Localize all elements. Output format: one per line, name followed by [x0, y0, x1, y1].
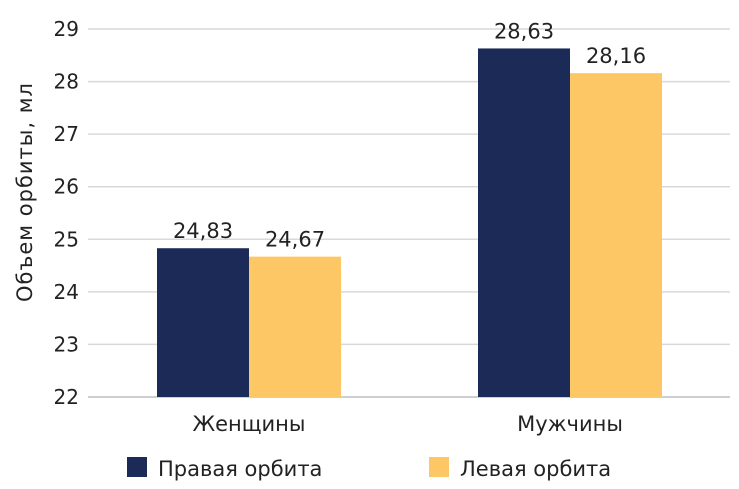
- legend-label-1: Левая орбита: [460, 457, 611, 481]
- bar-right-orbit-1: [478, 48, 570, 398]
- data-label-0-0: 24,83: [173, 219, 233, 243]
- x-axis-categories: Женщины Мужчины: [192, 412, 622, 436]
- data-label-0-1: 28,63: [494, 19, 554, 43]
- y-tick-label-28: 28: [54, 70, 79, 94]
- y-tick-label-27: 27: [54, 122, 79, 146]
- y-axis-label: Объем орбиты, мл: [13, 82, 37, 302]
- y-tick-label-25: 25: [54, 227, 79, 251]
- data-label-1-0: 24,67: [265, 228, 325, 252]
- bar-right-orbit-0: [157, 248, 249, 397]
- y-axis-ticks: 22 23 24 25 26 27 28 29: [54, 17, 79, 409]
- legend-swatch-1: [429, 457, 449, 477]
- y-tick-label-23: 23: [54, 332, 79, 356]
- y-tick-label-22: 22: [54, 385, 79, 409]
- y-tick-label-24: 24: [54, 280, 79, 304]
- data-labels: 24,83 24,67 28,63 28,16: [173, 19, 646, 251]
- legend: Правая орбита Левая орбита: [127, 457, 611, 481]
- y-tick-label-29: 29: [54, 17, 79, 41]
- x-category-label-0: Женщины: [192, 412, 305, 436]
- y-tick-label-26: 26: [54, 175, 79, 199]
- legend-label-0: Правая орбита: [158, 457, 322, 481]
- data-label-1-1: 28,16: [586, 44, 646, 68]
- bars: [157, 48, 662, 398]
- bar-left-orbit-1: [570, 73, 662, 397]
- x-category-label-1: Мужчины: [517, 412, 623, 436]
- legend-swatch-0: [127, 457, 147, 477]
- bar-left-orbit-0: [249, 256, 341, 397]
